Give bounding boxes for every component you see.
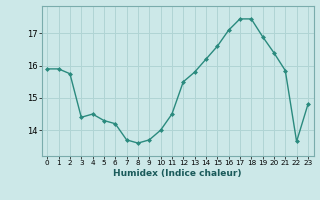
X-axis label: Humidex (Indice chaleur): Humidex (Indice chaleur) bbox=[113, 169, 242, 178]
